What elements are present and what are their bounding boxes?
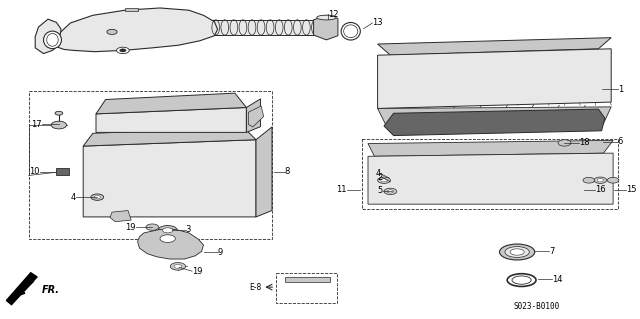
Text: 12: 12 xyxy=(328,10,338,19)
Circle shape xyxy=(174,264,182,268)
Polygon shape xyxy=(378,38,611,55)
Polygon shape xyxy=(256,127,272,217)
Polygon shape xyxy=(96,93,246,114)
Circle shape xyxy=(55,111,63,115)
Polygon shape xyxy=(368,140,613,156)
Text: 15: 15 xyxy=(626,185,636,194)
Polygon shape xyxy=(138,229,204,259)
Text: 5: 5 xyxy=(378,186,383,195)
Polygon shape xyxy=(248,106,264,127)
Polygon shape xyxy=(96,108,246,132)
Text: 10: 10 xyxy=(29,167,40,176)
Text: 19: 19 xyxy=(192,267,202,276)
Text: S023-B0100: S023-B0100 xyxy=(513,302,559,311)
Circle shape xyxy=(558,140,571,146)
Polygon shape xyxy=(125,8,138,11)
Text: FR.: FR. xyxy=(42,285,60,295)
Text: 2: 2 xyxy=(378,173,383,182)
Text: 9: 9 xyxy=(218,248,223,256)
Text: 14: 14 xyxy=(552,275,562,284)
Circle shape xyxy=(94,196,100,199)
Text: 1: 1 xyxy=(618,85,623,94)
Ellipse shape xyxy=(317,15,336,20)
Text: 6: 6 xyxy=(618,137,623,146)
Text: E-8: E-8 xyxy=(249,283,261,292)
Text: 8: 8 xyxy=(285,167,290,176)
Circle shape xyxy=(160,235,175,242)
Circle shape xyxy=(597,179,604,182)
Text: 4: 4 xyxy=(376,169,381,178)
Circle shape xyxy=(107,29,117,34)
Polygon shape xyxy=(246,99,260,132)
Circle shape xyxy=(158,226,177,235)
Ellipse shape xyxy=(499,244,535,260)
Text: 18: 18 xyxy=(579,138,590,147)
Circle shape xyxy=(170,263,186,270)
Circle shape xyxy=(91,194,104,200)
Circle shape xyxy=(607,177,619,183)
Circle shape xyxy=(116,47,129,54)
Polygon shape xyxy=(83,127,256,146)
Ellipse shape xyxy=(44,31,61,48)
Circle shape xyxy=(384,188,397,195)
Text: 13: 13 xyxy=(372,19,383,27)
Polygon shape xyxy=(83,140,256,217)
Polygon shape xyxy=(378,107,611,128)
Text: 3: 3 xyxy=(186,225,191,234)
Polygon shape xyxy=(384,109,605,136)
Circle shape xyxy=(146,224,159,230)
Circle shape xyxy=(594,177,607,183)
Text: 7: 7 xyxy=(549,247,554,256)
Circle shape xyxy=(387,190,394,193)
Polygon shape xyxy=(110,211,131,222)
Ellipse shape xyxy=(47,33,58,46)
Circle shape xyxy=(163,228,173,233)
Bar xyxy=(29,91,272,239)
Circle shape xyxy=(378,177,390,183)
Polygon shape xyxy=(35,19,61,54)
Text: 11: 11 xyxy=(337,185,347,194)
Circle shape xyxy=(583,177,595,183)
Text: 16: 16 xyxy=(595,185,606,194)
Bar xyxy=(362,139,618,209)
Polygon shape xyxy=(56,168,69,175)
Polygon shape xyxy=(368,153,613,204)
Circle shape xyxy=(120,49,126,52)
Ellipse shape xyxy=(510,249,524,255)
Polygon shape xyxy=(58,8,218,52)
Text: 17: 17 xyxy=(31,120,42,129)
Circle shape xyxy=(381,179,387,182)
Text: 19: 19 xyxy=(125,223,136,232)
Ellipse shape xyxy=(505,247,529,257)
Circle shape xyxy=(51,121,67,129)
Bar xyxy=(276,273,337,303)
Polygon shape xyxy=(314,15,338,40)
Polygon shape xyxy=(285,277,330,282)
Text: 4: 4 xyxy=(70,193,76,202)
Polygon shape xyxy=(211,20,320,35)
Polygon shape xyxy=(378,49,611,108)
Polygon shape xyxy=(6,273,37,305)
